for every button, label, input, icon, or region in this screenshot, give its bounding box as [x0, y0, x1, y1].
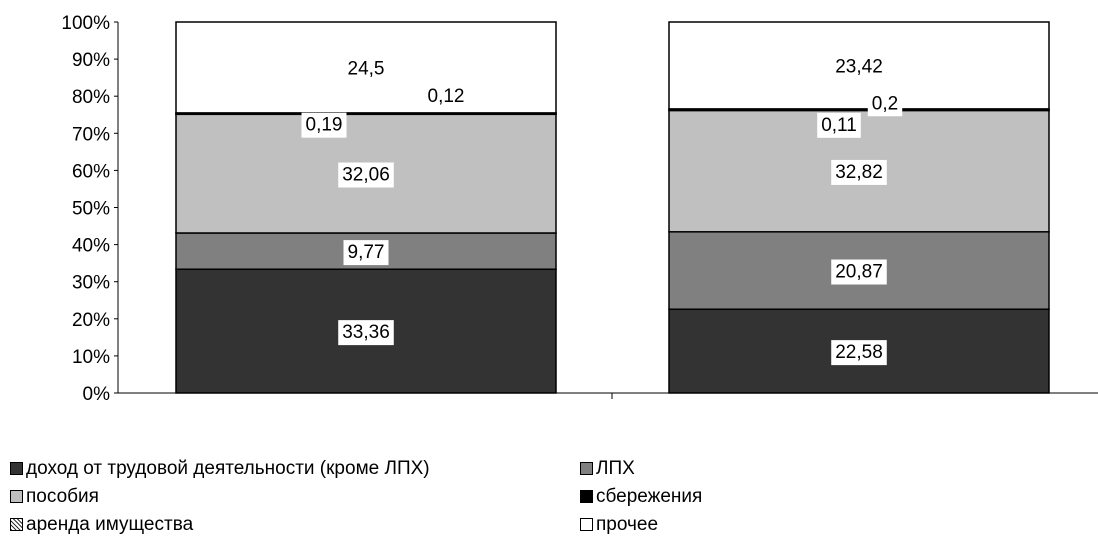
y-tick-label: 50%	[72, 199, 110, 220]
legend-label: пособия	[26, 486, 99, 507]
data-label: 0,12	[423, 84, 469, 110]
legend-item: аренда имущества	[10, 514, 193, 536]
svg-text:20,87: 20,87	[835, 262, 883, 283]
svg-text:0,19: 0,19	[306, 115, 343, 136]
y-tick-label: 70%	[72, 124, 110, 145]
y-tick-label: 0%	[83, 384, 111, 405]
legend-label: ЛПХ	[596, 458, 635, 479]
legend-swatch	[10, 462, 23, 475]
legend-item: пособия	[10, 486, 99, 508]
y-tick-label: 60%	[72, 161, 110, 182]
y-tick-label: 100%	[61, 13, 110, 34]
data-label: 33,36	[338, 320, 394, 346]
y-tick-label: 10%	[72, 347, 110, 368]
legend-label: прочее	[596, 514, 659, 535]
svg-text:33,36: 33,36	[342, 322, 390, 343]
legend-label: сбережения	[596, 486, 703, 507]
y-tick-label: 40%	[72, 236, 110, 257]
legend-swatch	[10, 490, 23, 503]
y-tick-label: 20%	[72, 310, 110, 331]
legend-item: ЛПХ	[580, 458, 635, 480]
svg-text:0,11: 0,11	[821, 115, 857, 136]
legend-label: аренда имущества	[26, 514, 194, 535]
svg-text:32,82: 32,82	[835, 162, 883, 183]
data-label: 20,87	[831, 259, 887, 285]
svg-text:22,58: 22,58	[835, 342, 883, 363]
svg-text:23,42: 23,42	[835, 56, 883, 77]
data-label: 32,82	[831, 159, 887, 185]
data-label: 24,5	[343, 56, 389, 82]
svg-text:24,5: 24,5	[348, 58, 385, 79]
y-tick-label: 90%	[72, 50, 110, 71]
y-tick-label: 30%	[72, 273, 110, 294]
data-label: 22,58	[831, 340, 887, 366]
data-label: 23,42	[831, 54, 887, 80]
y-tick-label: 80%	[72, 87, 110, 108]
svg-text:0,12: 0,12	[428, 86, 465, 107]
stacked-bar-chart: 0% 10% 20% 30% 40% 50% 60% 70% 80% 90% 100% 33,36 9…	[61, 13, 1098, 405]
legend-item: сбережения	[580, 486, 702, 508]
svg-text:0,2: 0,2	[872, 93, 898, 114]
legend-item: прочее	[580, 514, 658, 536]
data-label: 9,77	[343, 240, 389, 266]
svg-text:32,06: 32,06	[342, 165, 390, 186]
data-label: 0,2	[867, 91, 903, 117]
data-label: 32,06	[338, 162, 394, 188]
legend-swatch	[580, 462, 593, 475]
svg-text:9,77: 9,77	[348, 242, 385, 263]
legend-swatch	[580, 490, 593, 503]
data-label: 0,19	[301, 112, 347, 138]
data-label: 0,11	[817, 112, 861, 138]
legend-swatch	[10, 518, 23, 531]
legend-swatch	[580, 518, 593, 531]
legend-label: доход от трудовой деятельности (кроме ЛП…	[26, 458, 430, 479]
legend-item: доход от трудовой деятельности (кроме ЛП…	[10, 458, 430, 480]
